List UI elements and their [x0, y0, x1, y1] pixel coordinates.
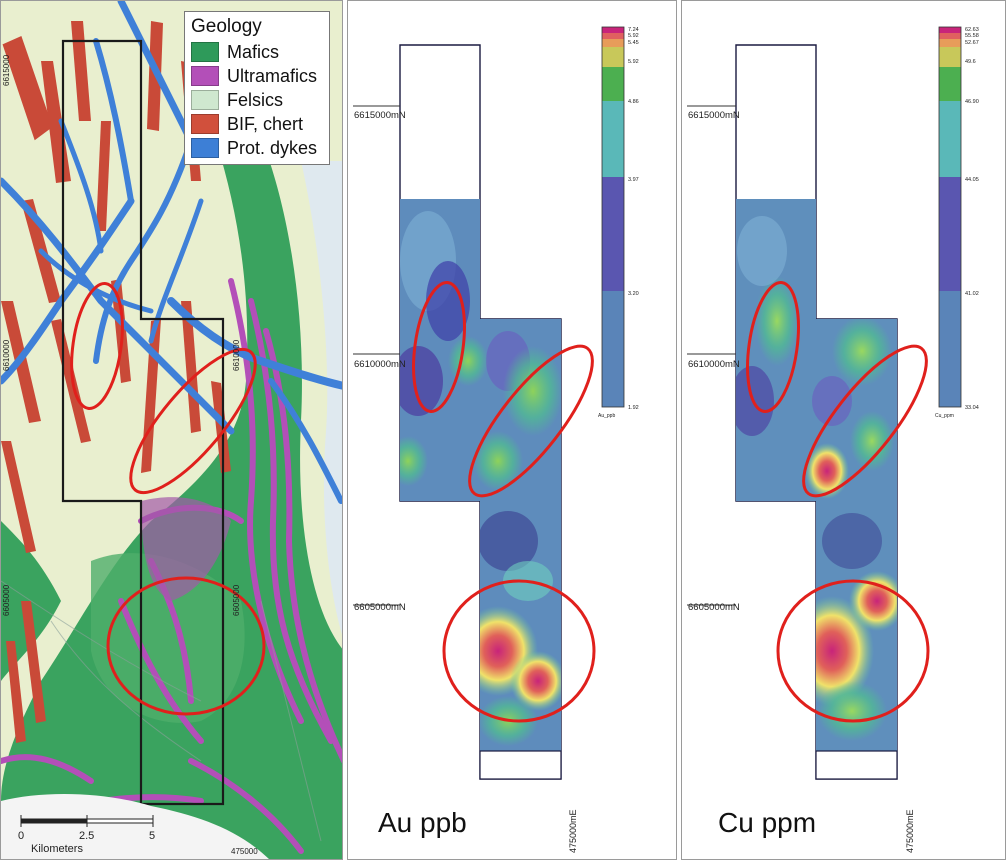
- scale-tick: 5: [149, 830, 155, 842]
- swatch-felsics: [191, 90, 219, 110]
- colorbar-tick: 4.86: [628, 99, 639, 105]
- legend-title: Geology: [191, 16, 262, 37]
- scale-tick: 2.5: [79, 830, 94, 842]
- northing-label: 6615000mN: [354, 110, 406, 121]
- legend-label: Prot. dykes: [227, 137, 318, 158]
- legend-label: BIF, chert: [227, 113, 304, 134]
- au-heatmap: [400, 199, 561, 751]
- northing-label: 6605000mN: [688, 602, 740, 613]
- map-margin: [1, 794, 269, 859]
- au-target-middle: [468, 344, 594, 498]
- water-strip: [301, 161, 342, 635]
- au-colorbar: [601, 26, 625, 408]
- colorbar-tick: 62.63: [965, 27, 979, 33]
- swatch-dykes: [191, 138, 219, 158]
- northing-tick: 6605000: [232, 584, 241, 616]
- colorbar-tick: 3.20: [628, 291, 639, 297]
- legend-item-ultramafics: Ultramafics: [191, 64, 323, 88]
- target-ellipse-north: [70, 282, 124, 410]
- colorbar-tick: 1.92: [628, 405, 639, 411]
- northing-tick: 6610000: [2, 339, 11, 371]
- northing-label: 6610000mN: [354, 359, 406, 370]
- legend-item-mafics: Mafics: [191, 40, 323, 64]
- scale-bar: 0 2.5 5 Kilometers: [18, 815, 155, 855]
- geology-legend: Geology Mafics Ultramafics Felsics BIF, …: [184, 11, 330, 165]
- au-target-ellipses: [412, 281, 596, 723]
- cu-target-middle: [802, 344, 928, 498]
- tenement-boundary: [61, 39, 225, 806]
- colorbar-tick: 52.67: [965, 40, 979, 46]
- cu-heatmap: [736, 199, 897, 751]
- au-panel-label: Au ppb: [378, 807, 467, 838]
- colorbar-tick: 3.97: [628, 177, 639, 183]
- au-geochem-map: 6615000mN 6610000mN 6605000mN 475000mE 7…: [353, 26, 639, 853]
- northing-tick: 6605000: [2, 584, 11, 616]
- target-ellipse-south: [106, 576, 266, 716]
- colorbar-tick: 33.04: [965, 405, 979, 411]
- colorbar-unit: Cu_ppm: [935, 413, 954, 419]
- colorbar-tick: 44.05: [965, 177, 979, 183]
- easting-tick: 475000: [231, 847, 258, 856]
- legend-label: Felsics: [227, 89, 284, 110]
- swatch-mafics: [191, 42, 219, 62]
- geology-map-panel: 6615000 6610000 6605000 6610000 6605000 …: [0, 0, 343, 860]
- mafic-inner: [91, 553, 245, 723]
- northing-label: 6615000mN: [688, 110, 740, 121]
- colorbar-unit: Au_ppb: [598, 413, 615, 419]
- northing-label: 6610000mN: [688, 359, 740, 370]
- legend-item-bif-chert: BIF, chert: [191, 112, 323, 136]
- scale-tick: 0: [18, 830, 24, 842]
- swatch-bif-chert: [191, 114, 219, 134]
- legend-item-dykes: Prot. dykes: [191, 136, 323, 160]
- cu-target-north: [746, 281, 800, 413]
- colorbar-tick: 5.45: [628, 40, 639, 46]
- colorbar-tick: 46.90: [965, 99, 979, 105]
- au-target-north: [412, 281, 466, 413]
- colorbar-tick: 55.58: [965, 33, 979, 39]
- proterozoic-dykes: [1, 1, 342, 504]
- target-ellipses: [70, 282, 266, 716]
- scale-unit: Kilometers: [31, 843, 83, 855]
- cu-colorbar: [938, 26, 962, 408]
- colorbar-tick: 49.6: [965, 59, 976, 65]
- swatch-ultramafics: [191, 66, 219, 86]
- grid-tail: [479, 750, 562, 780]
- colorbar-tick: 5.92: [628, 33, 639, 39]
- colorbar-tick: 41.02: [965, 291, 979, 297]
- northing-label: 6605000mN: [354, 602, 406, 613]
- cu-panel-label: Cu ppm: [718, 807, 817, 838]
- legend-label: Ultramafics: [227, 65, 318, 86]
- au-target-south: [442, 579, 596, 723]
- easting-label: 475000mE: [568, 809, 578, 853]
- ultramafic-lens: [141, 497, 231, 601]
- legend-label: Mafics: [227, 41, 280, 62]
- colorbar-tick: 7.24: [628, 27, 639, 33]
- grid-tail: [815, 750, 898, 780]
- northing-tick: 6610000: [232, 339, 241, 371]
- easting-label: 475000mE: [905, 809, 915, 853]
- colorbar-tick: 5.92: [628, 59, 639, 65]
- faults: [1, 580, 322, 842]
- target-ellipse-middle: [129, 347, 257, 495]
- cu-target-south: [776, 579, 930, 723]
- cu-target-ellipses: [746, 281, 930, 723]
- cu-geochem-panel: 6615000mN 6610000mN 6605000mN 475000mE 6…: [681, 0, 1006, 860]
- northing-tick: 6615000: [2, 54, 11, 86]
- legend-item-felsics: Felsics: [191, 88, 323, 112]
- cu-geochem-map: 6615000mN 6610000mN 6605000mN 475000mE 6…: [687, 26, 979, 853]
- au-geochem-panel: 6615000mN 6610000mN 6605000mN 475000mE 7…: [347, 0, 677, 860]
